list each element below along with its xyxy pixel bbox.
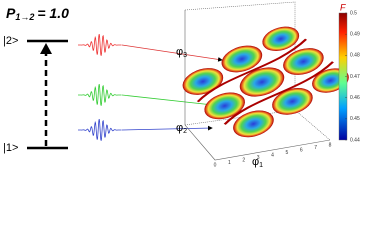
colorbar-tick-label: 0.5 <box>350 10 357 16</box>
wave-packet <box>78 84 122 106</box>
colorbar-label: F <box>340 2 346 12</box>
pointer <box>121 44 223 62</box>
wave-packet <box>78 119 122 141</box>
axis-label: φ2 <box>176 122 187 135</box>
colorbar-tick-label: 0.46 <box>350 95 360 101</box>
lower-level-label: |1> <box>3 142 18 154</box>
x-tick-label: 1 <box>228 160 231 166</box>
arrow-head <box>40 43 52 54</box>
x-tick-label: 6 <box>300 147 303 153</box>
x-tick-label: 7 <box>314 145 317 151</box>
surface <box>182 26 349 138</box>
x-tick-label: 0 <box>214 162 217 168</box>
figure: P1→2 = 1.0 |2> |1> φ3 φ2 φ1 0 1 2 3 4 5 6 7 8 F 0… <box>3 1 360 169</box>
axis-label: φ1 <box>252 156 263 169</box>
x-tick-label: 2 <box>242 157 245 163</box>
colorbar-tick-label: 0.47 <box>350 74 360 80</box>
colorbar-tick-label: 0.45 <box>350 116 360 122</box>
colorbar-tick-label: 0.48 <box>350 53 360 59</box>
x-tick-label: 4 <box>271 152 274 158</box>
probability-title: P1→2 = 1.0 <box>6 5 69 23</box>
x-tick-label: 5 <box>285 150 288 156</box>
colorbar-tick-label: 0.49 <box>350 31 360 37</box>
axis-label: φ3 <box>176 46 187 59</box>
pointer <box>121 125 213 131</box>
x-tick-label: 8 <box>329 142 332 148</box>
upper-level-label: |2> <box>3 35 18 47</box>
x-tick-label: 3 <box>257 155 260 161</box>
colorbar-tick-label: 0.44 <box>350 137 360 143</box>
wave-packet <box>78 34 122 56</box>
pointer <box>121 94 223 108</box>
